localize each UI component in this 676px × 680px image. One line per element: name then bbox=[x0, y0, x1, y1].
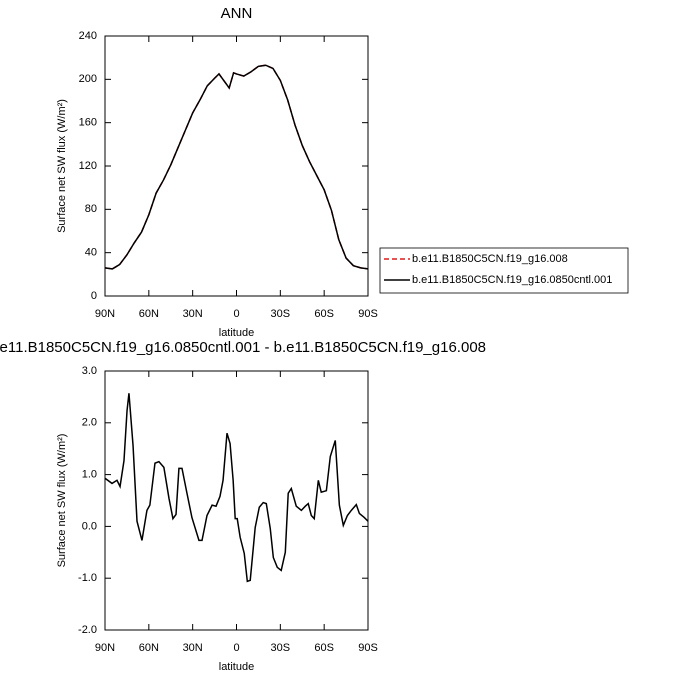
x-tick-label: 90N bbox=[95, 642, 115, 654]
y-tick-label: 80 bbox=[85, 203, 97, 215]
plot-frame bbox=[104, 35, 369, 297]
x-tick-label: 60N bbox=[139, 308, 159, 320]
x-axis-label: latitude bbox=[219, 327, 254, 339]
y-axis-label: Surface net SW flux (W/m²) bbox=[56, 99, 68, 233]
x-tick-label: 90S bbox=[358, 308, 378, 320]
x-tick-label: 60S bbox=[314, 642, 334, 654]
y-tick-label: 1.0 bbox=[82, 469, 97, 481]
x-tick-label: 30N bbox=[183, 308, 203, 320]
x-tick-label: 90N bbox=[95, 308, 115, 320]
y-tick-label: 160 bbox=[79, 117, 97, 129]
y-tick-label: 3.0 bbox=[82, 365, 97, 377]
x-tick-label: 30N bbox=[183, 642, 203, 654]
x-tick-label: 30S bbox=[271, 642, 291, 654]
y-tick-label: 120 bbox=[79, 160, 97, 172]
data-line bbox=[104, 64, 369, 270]
x-tick-label: 90S bbox=[358, 642, 378, 654]
y-tick-label: 40 bbox=[85, 247, 97, 259]
y-tick-label: -1.0 bbox=[78, 572, 97, 584]
x-tick-label: 30S bbox=[271, 308, 291, 320]
y-tick-label: 0.0 bbox=[82, 520, 97, 532]
y-tick-label: 240 bbox=[79, 30, 97, 42]
y-tick-label: -2.0 bbox=[78, 624, 97, 636]
legend-box bbox=[379, 247, 629, 294]
y-axis-label: Surface net SW flux (W/m²) bbox=[56, 434, 68, 568]
chart-title: b.e11.B1850C5CN.f19_g16.0850cntl.001 - b… bbox=[0, 339, 486, 356]
x-tick-label: 0 bbox=[233, 308, 239, 320]
x-tick-label: 0 bbox=[233, 642, 239, 654]
chart-title: ANN bbox=[221, 5, 253, 22]
data-line bbox=[104, 393, 369, 583]
y-tick-label: 0 bbox=[91, 290, 97, 302]
x-tick-label: 60N bbox=[139, 642, 159, 654]
y-tick-label: 200 bbox=[79, 73, 97, 85]
plot-frame bbox=[104, 370, 369, 631]
x-axis-label: latitude bbox=[219, 661, 254, 673]
legend-label: b.e11.B1850C5CN.f19_g16.008 bbox=[412, 253, 568, 265]
x-tick-label: 60S bbox=[314, 308, 334, 320]
data-line bbox=[104, 64, 369, 270]
legend-label: b.e11.B1850C5CN.f19_g16.0850cntl.001 bbox=[412, 274, 612, 286]
y-tick-label: 2.0 bbox=[82, 417, 97, 429]
